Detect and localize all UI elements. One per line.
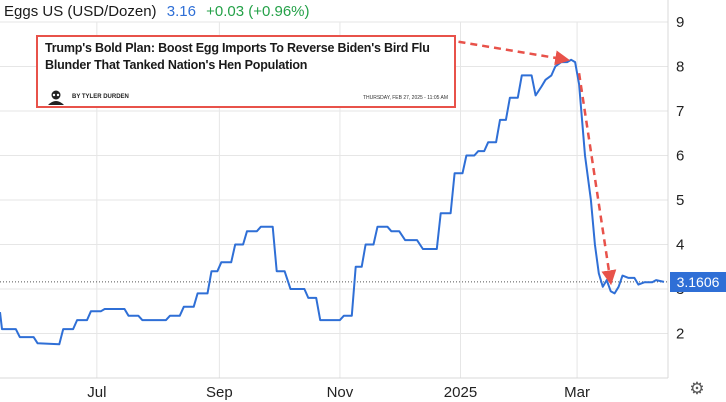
y-tick-label: 2 — [676, 326, 684, 343]
y-tick-label: 9 — [676, 14, 684, 31]
y-tick-label: 8 — [676, 59, 684, 76]
series-line — [0, 58, 665, 346]
y-tick-label: 6 — [676, 148, 684, 165]
x-tick-label: 2025 — [444, 384, 477, 401]
x-tick-label: Mar — [564, 384, 590, 401]
news-byline: BY TYLER DURDEN — [72, 94, 129, 100]
author-portrait-icon — [48, 90, 64, 105]
axes: 23456789JulSepNov2025Mar — [0, 0, 684, 401]
price-change: +0.03 (+0.96%) — [206, 3, 310, 20]
price-series — [0, 58, 665, 346]
current-price: 3.16 — [166, 3, 196, 20]
last-price-badge: 3.1606 — [670, 271, 726, 292]
news-date: THURSDAY, FEB 27, 2025 - 11:05 AM — [362, 95, 448, 101]
ticker-label: Eggs US (USD/Dozen) — [4, 3, 157, 20]
y-tick-label: 5 — [676, 192, 684, 209]
y-tick-label: 7 — [676, 103, 684, 120]
y-tick-label: 4 — [676, 237, 684, 254]
news-annotation-box: Trump's Bold Plan: Boost Egg Imports To … — [36, 35, 456, 108]
annotation-arrows — [446, 38, 617, 286]
gear-icon[interactable]: ⚙ — [689, 379, 705, 398]
chart-header: Eggs US (USD/Dozen) 3.16 +0.03 (+0.96%) — [4, 3, 316, 20]
x-tick-label: Nov — [327, 384, 354, 401]
x-tick-label: Sep — [206, 384, 233, 401]
x-tick-label: Jul — [87, 384, 106, 401]
news-headline: Trump's Bold Plan: Boost Egg Imports To … — [45, 41, 430, 72]
annotation-arrow — [446, 38, 571, 66]
